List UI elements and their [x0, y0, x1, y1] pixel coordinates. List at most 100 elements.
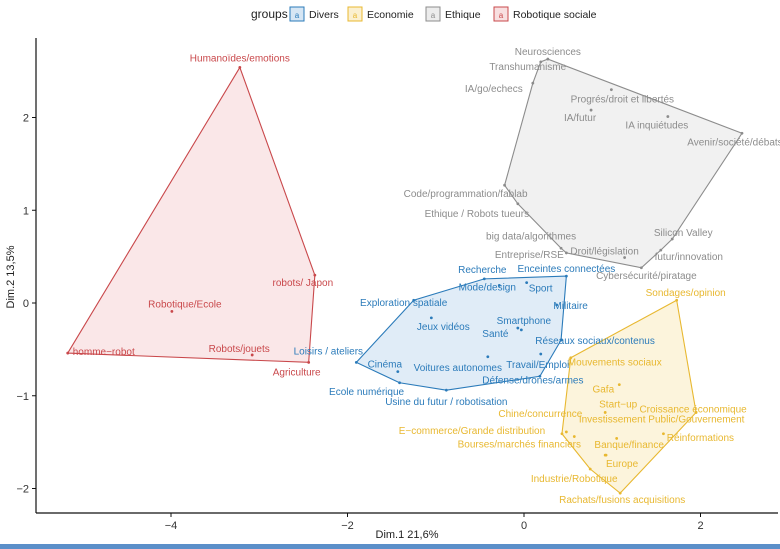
point-label: Réinformations — [667, 433, 734, 444]
data-point — [618, 491, 622, 495]
point-label: Usine du futur / robotisation — [385, 397, 507, 408]
data-point — [694, 411, 698, 414]
legend-item: a Economie — [347, 6, 414, 22]
data-point — [66, 351, 70, 355]
data-point — [525, 281, 529, 284]
data-point — [740, 131, 744, 135]
point-label: Sport — [529, 284, 553, 295]
data-point — [564, 274, 568, 278]
data-point — [588, 467, 592, 471]
point-label: Entreprise/RSE — [495, 250, 564, 261]
point-label: Voitures autonomes — [414, 363, 502, 374]
point-label: Sondages/opinion — [646, 288, 726, 299]
legend-key — [347, 6, 363, 22]
x-tick-label: 0 — [521, 520, 527, 532]
data-point — [497, 283, 501, 287]
data-point — [572, 435, 576, 438]
series-economie: Sondages/opinion Mouvements sociaux Gafa St… — [399, 288, 747, 506]
point-label: Droit/législation — [570, 247, 638, 258]
data-point — [396, 370, 400, 374]
data-point — [539, 352, 543, 356]
axes: Dim.1 21,6% Dim.2 13,5% −4 −2 0 2 −2 −1 0 1 2 — [5, 38, 778, 541]
data-point — [250, 353, 254, 357]
series-divers: Recherche Enceintes connectéesMode/design… — [294, 264, 655, 408]
data-point — [519, 328, 523, 332]
point-label: Recherche — [458, 265, 507, 276]
y-tick-label: 1 — [23, 205, 29, 217]
data-point — [546, 57, 550, 61]
point-label: Gafa — [592, 385, 614, 396]
series-ethique: Neurosciences Transhumanisme IA/go/echecs P… — [404, 47, 780, 282]
data-point — [639, 266, 643, 270]
legend-label: Economie — [367, 9, 414, 21]
point-label: Défense/drones/armes — [482, 375, 583, 386]
legend-item: a Divers — [289, 6, 339, 22]
point-label: Progrés/droit et libertés — [571, 95, 674, 106]
data-point — [615, 437, 619, 440]
data-point — [516, 202, 520, 206]
point-label: Silicon Valley — [654, 228, 713, 239]
data-point — [482, 277, 486, 281]
legend-title: groups — [251, 7, 288, 21]
x-axis-label: Dim.1 21,6% — [376, 529, 439, 541]
data-points: Recherche Enceintes connectéesMode/design… — [66, 47, 780, 506]
point-label: futur/innovation — [655, 252, 723, 263]
point-label: Investissement Public/Gouvernement — [579, 414, 745, 425]
legend-item: a Robotique sociale — [493, 6, 597, 22]
data-point — [313, 273, 317, 277]
point-label: IA/go/echecs — [465, 84, 523, 95]
point-label: Rachats/fusions acquisitions — [559, 495, 685, 506]
point-label: IA/futur — [564, 113, 597, 124]
data-point — [516, 326, 520, 330]
data-point — [675, 298, 679, 302]
point-label: Cybersécurité/piratage — [596, 271, 697, 282]
point-label: Robotique/Ecole — [148, 299, 222, 310]
data-point — [539, 60, 543, 64]
point-label: Avenir/société/débats — [687, 137, 780, 148]
y-tick-label: −1 — [16, 391, 29, 403]
group-hulls — [66, 58, 743, 494]
data-point — [604, 453, 608, 457]
legend-key-glyph: a — [499, 11, 504, 20]
data-point — [307, 360, 311, 364]
data-point — [238, 66, 242, 69]
window-bottom-border — [0, 544, 780, 549]
point-label: Humanoïdes/emotions — [190, 53, 290, 64]
point-label: Enceintes connectées — [517, 264, 615, 275]
hull-robotique-sociale — [66, 66, 316, 363]
data-point — [560, 432, 564, 436]
legend-key — [425, 6, 441, 22]
y-tick-label: 0 — [23, 298, 29, 310]
point-label: Chine/concurrence — [498, 409, 582, 420]
data-point — [564, 251, 568, 255]
data-point — [666, 115, 670, 118]
data-point — [659, 248, 663, 252]
point-label: Europe — [606, 459, 639, 470]
data-point — [569, 356, 573, 360]
point-label: Robots/jouets — [209, 344, 270, 355]
data-point — [170, 309, 174, 313]
point-label: Mode/design — [459, 282, 516, 293]
data-point — [429, 316, 433, 320]
point-label: Croissance économique — [639, 404, 747, 415]
data-point — [412, 298, 416, 302]
x-tick-label: 2 — [697, 520, 703, 532]
data-point — [503, 183, 506, 187]
y-axis-label: Dim.2 13,5% — [5, 245, 17, 308]
legend-key-glyph: a — [353, 11, 358, 20]
hull-ethique — [503, 58, 743, 269]
data-point — [609, 88, 613, 92]
point-label: Bourses/marchés financiers — [458, 440, 581, 451]
point-label: Ethique / Robots tueurs — [425, 209, 530, 220]
data-point — [538, 374, 542, 378]
point-label: Transhumanisme — [489, 62, 566, 73]
point-label: big data/algorithmes — [486, 231, 576, 242]
data-point — [354, 360, 358, 364]
point-label: Santé — [482, 329, 509, 340]
legend-label: Robotique sociale — [513, 9, 597, 21]
legend-label: Divers — [309, 9, 339, 21]
data-point — [555, 303, 559, 307]
legend-label: Ethique — [445, 9, 481, 21]
data-point — [564, 430, 568, 434]
